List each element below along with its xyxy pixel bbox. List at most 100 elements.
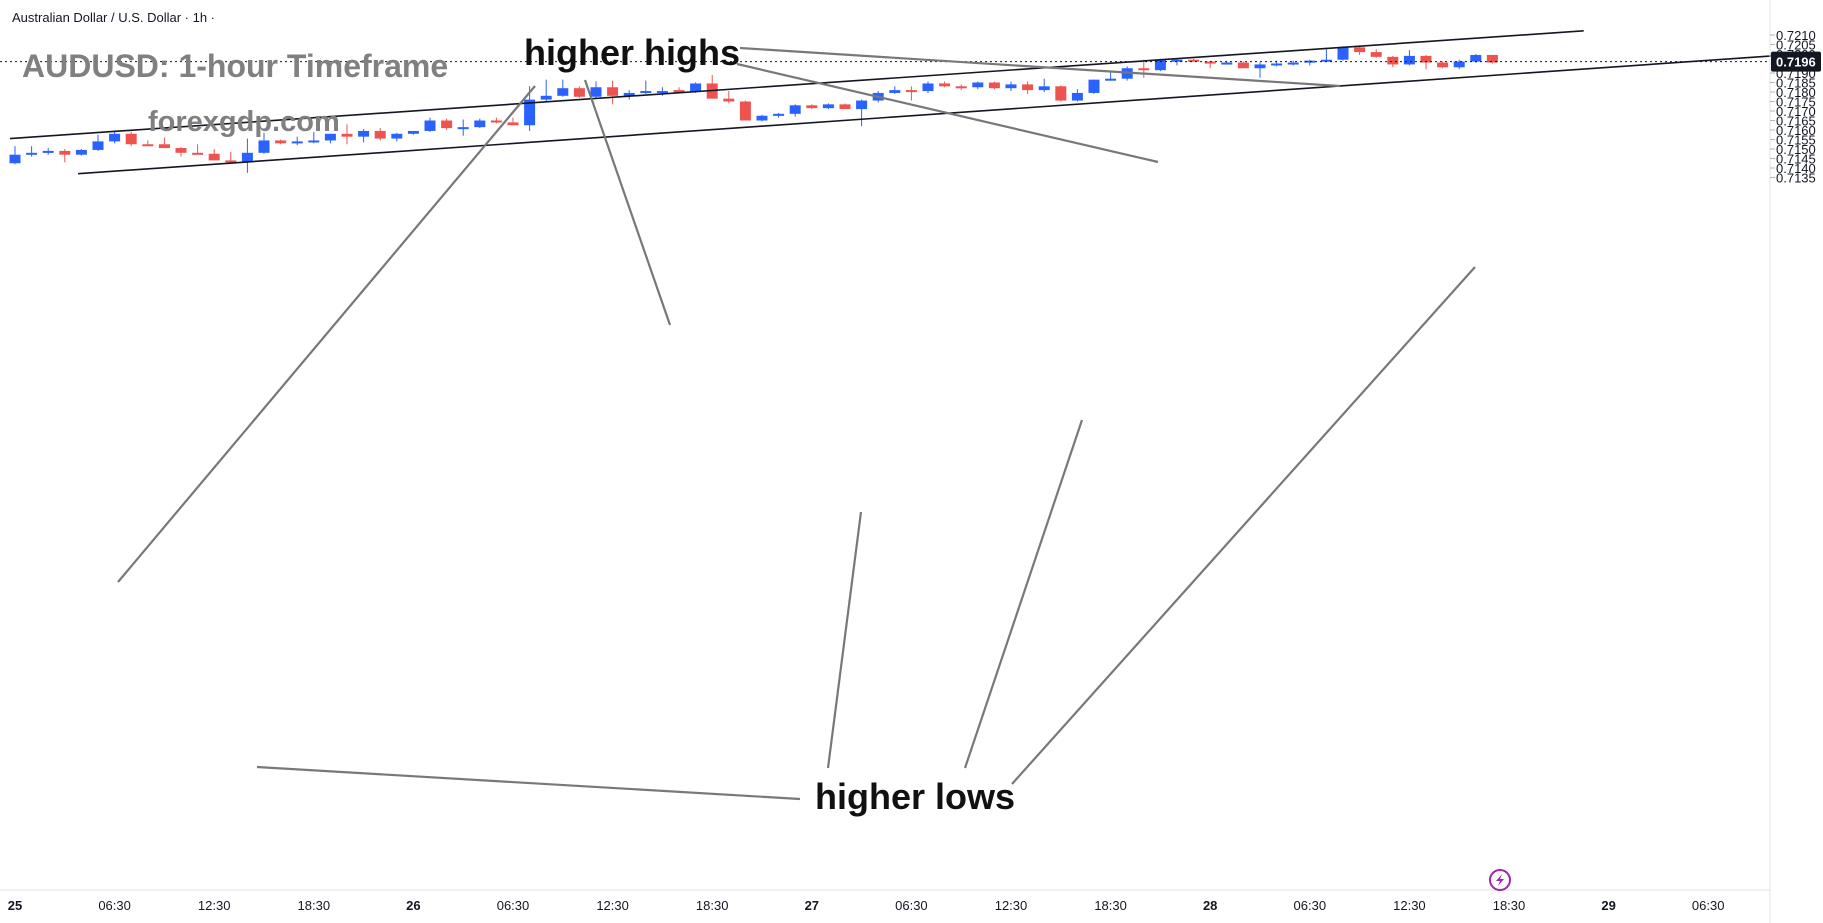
candle[interactable] [773,112,785,118]
last-price-tag[interactable]: 0.7196 [1771,51,1821,72]
time-tick-label: 12:30 [995,898,1028,913]
candle[interactable] [922,81,934,93]
candle[interactable] [341,124,353,145]
candle[interactable] [308,131,320,144]
candle[interactable] [1071,89,1083,102]
candle[interactable] [225,151,237,164]
candle[interactable] [540,79,552,103]
candle[interactable] [673,87,685,93]
candle-body [590,87,602,97]
candle[interactable] [607,80,619,105]
candle[interactable] [441,118,453,130]
candle[interactable] [1188,58,1200,62]
candle[interactable] [939,81,951,88]
candle[interactable] [1005,81,1017,92]
candle[interactable] [1320,49,1332,62]
time-tick-label: 18:30 [1094,898,1127,913]
price-axis[interactable]: 0.72100.72050.72000.71900.71850.71800.71… [1770,28,1821,186]
candle[interactable] [839,103,851,110]
candle[interactable] [905,86,917,101]
candle[interactable] [474,118,486,129]
price-tick-label: 0.7185 [1776,76,1816,91]
candle[interactable] [324,133,336,144]
candle[interactable] [955,84,967,91]
candle-body [424,120,436,131]
candle[interactable] [856,99,868,127]
trendline-upper-channel[interactable] [9,30,1584,140]
candle[interactable] [756,114,768,122]
candle[interactable] [59,149,71,163]
candle[interactable] [1387,55,1399,68]
candle[interactable] [26,146,38,157]
candle[interactable] [590,81,602,99]
candle[interactable] [1038,78,1050,92]
candle[interactable] [75,149,87,156]
candle[interactable] [158,137,170,149]
candle[interactable] [988,81,1000,90]
candle[interactable] [1403,50,1415,66]
candle[interactable] [241,138,253,173]
candle-body [1038,86,1050,91]
candle[interactable] [739,100,751,121]
candle-body [358,130,370,137]
candle[interactable] [424,117,436,132]
candle[interactable] [1304,59,1316,66]
candle[interactable] [142,140,154,147]
candle[interactable] [1287,60,1299,66]
lightning-bolt-icon[interactable] [1489,869,1511,891]
candle[interactable] [358,129,370,143]
candle[interactable] [557,79,569,97]
candle[interactable] [822,103,834,110]
candle[interactable] [374,128,386,141]
candle-body [125,133,137,145]
candle[interactable] [1138,59,1150,78]
trendline-lower-channel[interactable] [78,53,1795,175]
plot-area[interactable] [0,30,1795,175]
candle-body [739,101,751,121]
candle[interactable] [1337,46,1349,61]
candle[interactable] [706,74,718,99]
candle[interactable] [573,86,585,98]
time-axis[interactable]: 25 06:30 12:30 18:30 26 06:30 12:30 18:30 27 06:3… [8,898,1725,913]
candle[interactable] [806,104,818,110]
candle[interactable] [623,90,635,100]
candle-body [42,150,54,153]
candle[interactable] [125,131,137,147]
candle[interactable] [889,86,901,94]
candle[interactable] [457,119,469,136]
candle[interactable] [92,134,104,151]
candle[interactable] [1354,45,1366,55]
candle[interactable] [789,104,801,117]
candle[interactable] [507,117,519,126]
candle[interactable] [208,149,220,161]
candle[interactable] [407,130,419,135]
candle-body [308,140,320,143]
candle[interactable] [275,139,287,145]
candle[interactable] [109,131,121,144]
candle[interactable] [1055,85,1067,102]
candle[interactable] [192,144,204,155]
candle[interactable] [490,117,502,124]
candle[interactable] [1105,72,1117,81]
candle[interactable] [258,132,270,154]
candle[interactable] [391,132,403,142]
candle[interactable] [972,81,984,90]
candle[interactable] [1088,79,1100,94]
candle[interactable] [1486,54,1498,64]
candle[interactable] [1154,58,1166,72]
candle[interactable] [175,147,187,157]
candle[interactable] [1453,59,1465,70]
candle[interactable] [640,80,652,94]
annotation-connector [583,79,672,326]
candle-body [9,154,21,164]
candle[interactable] [291,136,303,146]
candle[interactable] [1254,62,1266,78]
candle[interactable] [1437,61,1449,69]
candle[interactable] [1370,49,1382,58]
candle[interactable] [42,148,54,155]
candle[interactable] [1237,61,1249,69]
candle[interactable] [1022,81,1034,94]
candle[interactable] [9,146,21,165]
candle[interactable] [723,91,735,104]
